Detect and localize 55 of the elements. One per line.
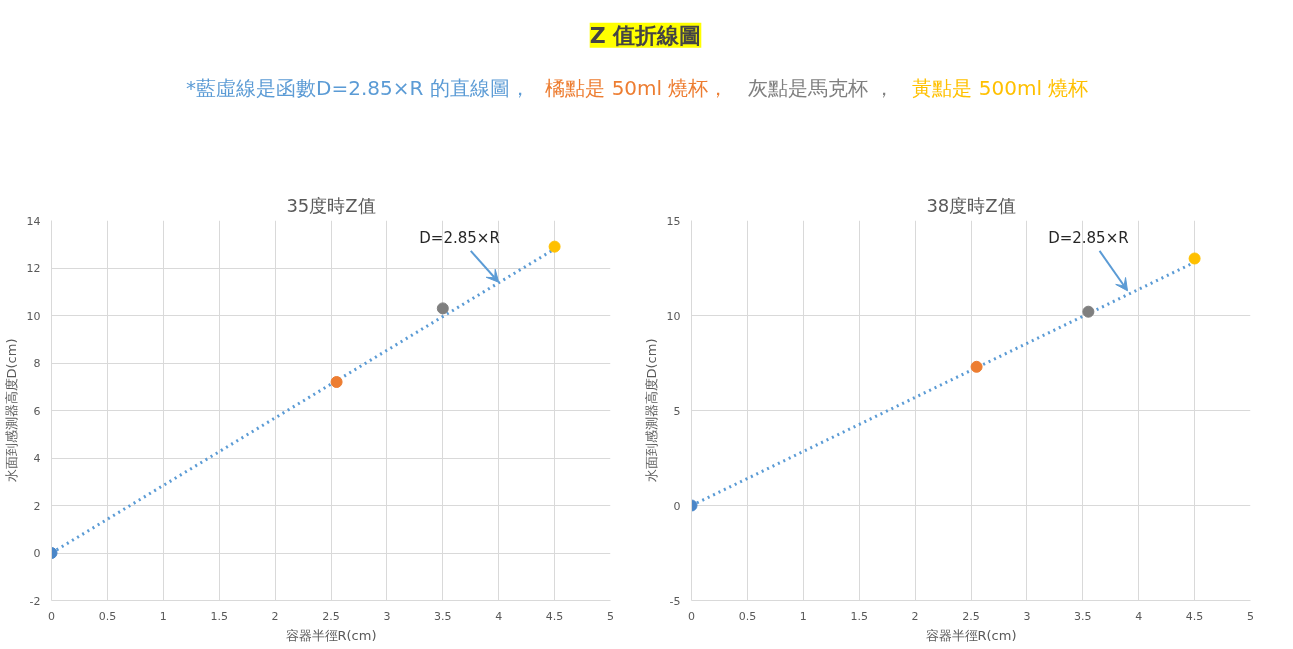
x-tick-label: 1 [799,609,807,623]
text: 橘點是 50ml 燒杯， [545,75,729,100]
y-tick-label: -5 [669,594,681,608]
x-tick-label: 1.5 [210,609,228,623]
y-axis-title: 水面到感測器高度D(cm) [3,338,19,483]
y-tick-label: -2 [29,594,41,608]
x-tick-label: 2 [911,609,919,623]
x-tick-label: 4.5 [545,609,564,623]
point [330,376,343,388]
x-tick-label: 4.5 [1185,609,1204,623]
x-tick-label: 5 [1247,609,1254,623]
x-tick-label: 0.5 [98,609,117,623]
annotation: D=2.85×R [1048,229,1129,248]
chart-title: 38度時Z值 [926,194,1016,216]
annotation: D=2.85×R [419,229,500,248]
y-tick-label: 0 [33,547,41,560]
point [548,240,561,253]
text: 灰點是馬克杯 ， [747,75,895,100]
x-tick-label: 2 [271,609,279,623]
y-tick-label: 10 [26,309,41,323]
y-tick-label: 15 [666,214,681,228]
point [1082,305,1095,318]
y-tick-label: 14 [26,214,41,228]
x-tick-label: 3 [1023,609,1031,623]
x-axis-title: 容器半徑R(cm) [285,627,377,643]
x-tick-label: 4 [1135,609,1143,623]
point [1188,252,1201,265]
y-tick-label: 2 [33,499,41,513]
text: Z 值折線圖 [589,22,702,48]
y-axis-title: 水面到感測器高度D(cm) [643,338,659,483]
y-tick-label: 6 [33,404,41,418]
x-tick-label: 0.5 [738,609,757,623]
y-tick-label: 10 [666,309,681,323]
y-tick-label: 5 [673,404,681,418]
x-tick-label: 1.5 [850,609,868,623]
x-tick-label: 2.5 [322,609,340,623]
x-tick-label: 2.5 [962,609,980,623]
y-tick-label: 12 [26,262,41,275]
x-tick-label: 1 [159,609,167,623]
x-axis-title: 容器半徑R(cm) [925,627,1017,643]
x-tick-label: 0 [48,609,55,623]
x-tick-label: 0 [688,609,695,623]
x-tick-label: 3 [383,609,391,623]
text: 黃點是 500ml 燒杯 [912,75,1089,100]
point [970,360,983,373]
y-tick-label: 0 [673,499,681,513]
chart-title: 35度時Z值 [286,194,376,216]
y-tick-label: 4 [33,452,41,465]
x-tick-label: 4 [495,609,503,623]
x-tick-label: 3.5 [1074,609,1092,623]
x-tick-label: 5 [607,609,614,623]
text: *藍虛線是函數D=2.85×R 的直線圖， [186,75,530,100]
point [436,302,449,315]
x-tick-label: 3.5 [434,609,452,623]
y-tick-label: 8 [33,357,41,370]
